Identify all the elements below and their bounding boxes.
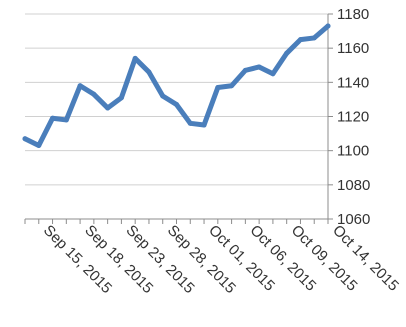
data-point [146, 69, 152, 75]
data-point [270, 71, 276, 77]
data-point [297, 37, 303, 43]
data-point [77, 83, 83, 89]
data-point [36, 143, 42, 149]
data-point [256, 64, 262, 70]
y-tick-label: 1160 [337, 40, 369, 57]
y-tick-label: 1100 [337, 143, 369, 160]
data-point [63, 117, 69, 123]
y-tick-label: 1080 [337, 177, 370, 194]
y-tick-label: 1060 [337, 211, 370, 228]
series-layer [22, 23, 331, 149]
gridlines [25, 13, 328, 220]
y-tick-labels: 1060 1080 1100 1120 1140 1160 1180 [328, 6, 370, 228]
data-point [22, 136, 28, 142]
data-point [201, 122, 207, 128]
data-point [229, 83, 235, 89]
series-line-0 [22, 23, 331, 149]
data-point [242, 67, 248, 73]
data-point [132, 55, 138, 61]
data-point [284, 50, 290, 56]
y-tick-label: 1180 [337, 6, 369, 23]
data-point [105, 105, 111, 111]
y-tick-label: 1140 [337, 74, 369, 91]
data-point [50, 115, 56, 121]
data-point [215, 84, 221, 90]
data-point [91, 91, 97, 97]
data-point [325, 23, 331, 29]
data-point [187, 120, 193, 126]
data-point [160, 93, 166, 99]
data-point [311, 35, 317, 41]
data-point [118, 95, 124, 101]
data-point [174, 102, 179, 108]
y-tick-label: 1120 [337, 109, 369, 126]
